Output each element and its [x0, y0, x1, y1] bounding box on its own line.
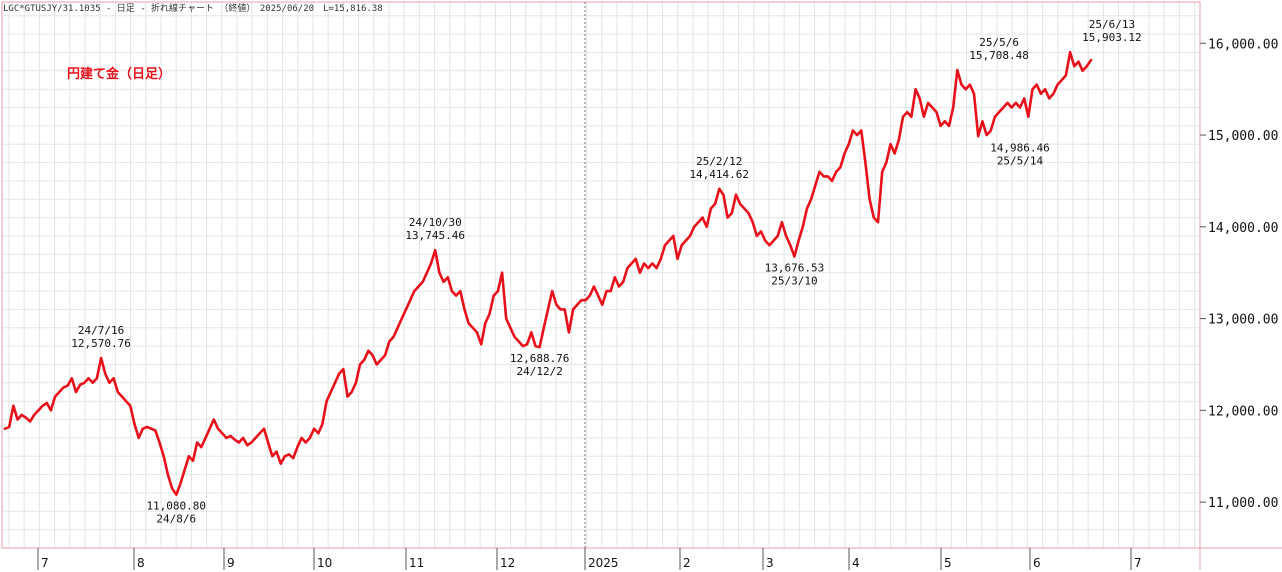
y-tick-label: 15,000.00 [1208, 129, 1278, 144]
annotation-date: 24/8/6 [156, 513, 196, 526]
annotation-value: 11,080.80 [146, 500, 206, 513]
data-annotation: 25/5/615,708.48 [969, 36, 1029, 62]
x-tick-label: 2025 [588, 556, 619, 570]
y-tick-label: 12,000.00 [1208, 404, 1278, 419]
x-tick-label: 2 [683, 556, 691, 570]
annotation-value: 15,903.12 [1082, 31, 1142, 44]
annotations: 24/7/1612,570.7611,080.8024/8/624/10/301… [71, 18, 1141, 526]
x-tick-label: 11 [409, 556, 424, 570]
x-tick-label: 4 [852, 556, 860, 570]
annotation-value: 12,688.76 [510, 352, 570, 365]
x-tick-label: 8 [137, 556, 145, 570]
annotation-date: 24/10/30 [409, 216, 462, 229]
x-tick-label: 10 [317, 556, 332, 570]
chart-header: LGC*GTUSJY/31.1035 - 日足 - 折れ線チャート （終値） 2… [3, 2, 383, 14]
annotation-value: 12,570.76 [71, 337, 131, 350]
x-tick-label: 12 [500, 556, 515, 570]
annotation-date: 25/3/10 [771, 275, 817, 288]
x-tick-label: 3 [766, 556, 774, 570]
y-tick-label: 11,000.00 [1208, 496, 1278, 511]
x-tick-label: 6 [1033, 556, 1041, 570]
annotation-value: 15,708.48 [969, 49, 1029, 62]
y-tick-label: 16,000.00 [1208, 37, 1278, 52]
annotation-value: 14,414.62 [689, 168, 749, 181]
y-tick-label: 13,000.00 [1208, 313, 1278, 328]
grid [2, 2, 1200, 549]
y-tick-label: 14,000.00 [1208, 221, 1278, 236]
annotation-date: 24/7/16 [78, 324, 124, 337]
series-line [3, 50, 1093, 496]
annotation-date: 25/2/12 [696, 155, 742, 168]
annotation-date: 25/5/6 [979, 36, 1019, 49]
y-axis-ticks: 11,000.00 12,000.00 13,000.00 14,000.00 15,0… [1200, 37, 1278, 511]
x-axis-ticks: 7 8 9 10 11 12 2025 2 3 4 5 6 7 [37, 548, 1142, 570]
annotation-value: 13,676.53 [765, 262, 825, 275]
annotation-date: 25/6/13 [1089, 18, 1135, 31]
x-tick-label: 5 [944, 556, 952, 570]
series-layer [3, 50, 1093, 496]
annotation-value: 14,986.46 [990, 141, 1050, 154]
x-tick-label: 7 [1134, 556, 1142, 570]
annotation-date: 25/5/14 [997, 154, 1044, 167]
annotation-date: 24/12/2 [516, 365, 562, 378]
x-tick-label: 7 [41, 556, 49, 570]
x-tick-label: 9 [227, 556, 235, 570]
chart-label: 円建て金（日足） [67, 66, 171, 82]
annotation-value: 13,745.46 [405, 229, 465, 242]
